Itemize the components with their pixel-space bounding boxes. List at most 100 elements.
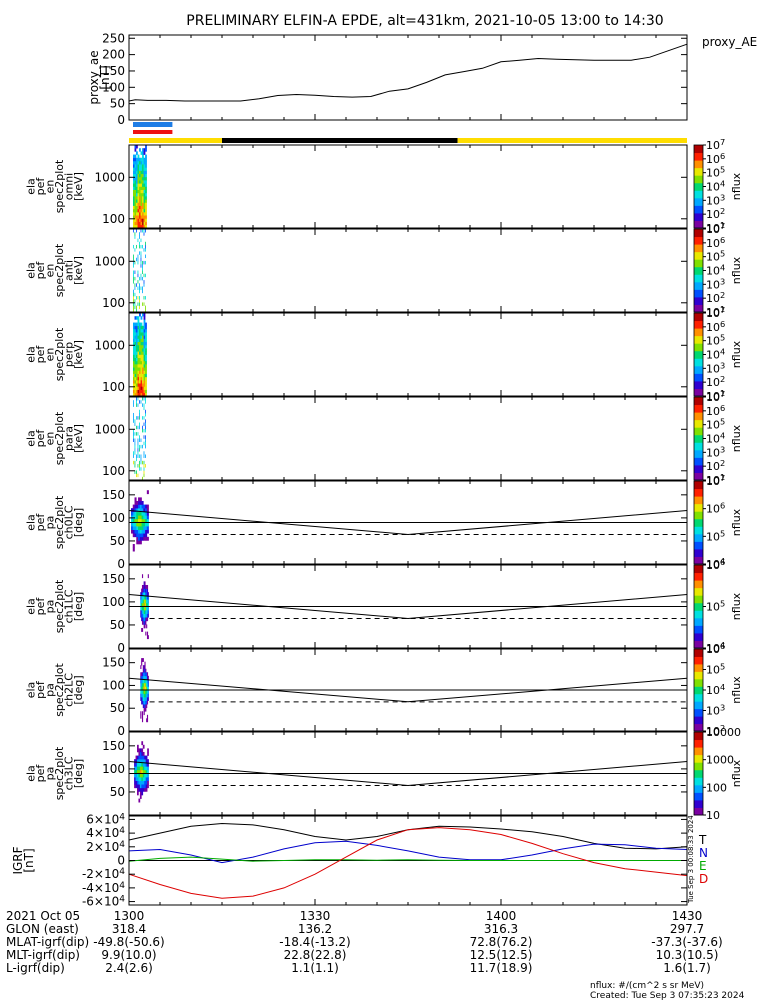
spec-omni-cell (137, 176, 140, 181)
spec-para-colorbar-swatch (694, 397, 703, 406)
pa-ch2-colorbar-swatch (694, 723, 703, 732)
pa-ch2-cell (142, 704, 144, 709)
spec-perp-cell (136, 373, 138, 378)
pa-ch0-pa-spectrogram (131, 490, 149, 552)
pa-ch0-cell (139, 515, 142, 520)
pa-ch3-cell (145, 787, 148, 792)
pa-ch3-cell (138, 766, 141, 771)
pa-ch0-cell (146, 529, 149, 534)
pa-ch2-cell (145, 693, 147, 698)
spec-para-cell (137, 444, 139, 449)
pa-ch1-cell (141, 595, 144, 600)
pa-ch2-colorbar-swatch (694, 671, 703, 680)
pa-ch3-cell (139, 780, 142, 785)
pa-ch1-cell (141, 592, 144, 597)
pa-ch3-cell (138, 755, 141, 760)
pa-ch2-cell (141, 686, 144, 691)
spec-omni-colorbar-tick-label: 106 (706, 151, 725, 166)
pa-ch3-cell (137, 784, 139, 789)
spec-perp-cell (140, 376, 143, 381)
spec-para-cell (140, 438, 142, 442)
pa-ch0-cell (132, 544, 135, 548)
spec-omni-cell (134, 192, 137, 197)
pa-ch1-cell (142, 606, 144, 611)
spec-omni-cell (134, 215, 137, 219)
spec-para-cell (139, 467, 140, 471)
pa-ch0-cell (141, 533, 144, 538)
spec-para-cell (134, 438, 136, 442)
pa-ch2-cell (144, 707, 146, 712)
spec-para-cell (134, 464, 136, 468)
spec-omni-cell (136, 186, 138, 190)
pa-ch3-cell (137, 791, 139, 796)
spec-anti-cell (145, 260, 146, 265)
xaxis-row-value: 11.7(18.9) (470, 961, 533, 975)
pa-ch3-cell (142, 755, 145, 760)
pa-ch2-colorbar-swatch (694, 649, 703, 657)
spec-omni-cell (145, 148, 147, 152)
pa-ch0-cell (141, 529, 144, 534)
pa-ch0-cell (145, 515, 148, 520)
pa-ch0-cell (132, 533, 135, 538)
spec-perp-cell (140, 325, 143, 330)
pa-ch2-cell (141, 675, 143, 680)
spec-perp-cell (143, 313, 146, 317)
spec-omni-colorbar-swatch (694, 212, 703, 221)
spec-omni-cell (134, 224, 137, 229)
spec-perp-cell (140, 360, 143, 365)
pa-ch2-cell (145, 697, 147, 701)
spec-perp-ylabel-line: ela (24, 346, 37, 363)
spec-anti-cell (145, 241, 146, 246)
spec-para-colorbar-swatch (694, 404, 703, 413)
pa-ch1-cell (141, 599, 144, 604)
pa-ch2-cell (146, 679, 148, 684)
spec-anti-cell (134, 276, 136, 281)
spec-perp-cell (143, 364, 146, 368)
pa-ch2-cell (146, 675, 148, 680)
pa-ch2-colorbar-label: nflux (730, 676, 743, 704)
spec-omni-cell (136, 212, 138, 216)
spec-perp-cell (137, 351, 140, 355)
spec-para-cell (137, 438, 139, 442)
pa-ch3-cell (137, 769, 139, 774)
pa-ch0-cell (143, 511, 146, 516)
pa-ch0-ylabel-line: pef (34, 513, 47, 532)
spec-perp-cell (142, 344, 144, 349)
pa-ch2-ylabel-line: spec2plot (53, 663, 66, 717)
pa-ch0-colorbar-tick-label: 104 (706, 556, 725, 571)
spec-anti-cell (134, 299, 136, 303)
pa-ch1-cell (147, 592, 149, 597)
spec-omni-cell (145, 221, 147, 226)
pa-ch0-cell (138, 540, 141, 545)
spec-perp-cell (143, 332, 146, 336)
spec-omni-cell (142, 173, 144, 178)
spec-para-cell (142, 444, 143, 449)
spec-anti-cell (134, 305, 136, 310)
spec-anti-cell (133, 273, 134, 278)
pa-ch1-cell (144, 620, 146, 625)
spec-anti-cell (133, 299, 134, 303)
spec-omni-cell (140, 189, 143, 194)
spec-perp-colorbar-tick-label: 101 (706, 388, 725, 403)
spec-para-cell (139, 412, 140, 417)
spec-para-cell (133, 419, 134, 423)
pa-ch2-cell (140, 679, 142, 684)
spec-perp-cell (134, 344, 137, 349)
spec-anti-cell (140, 276, 142, 281)
pa-ch1-cell (141, 620, 144, 625)
spec-para-cell (142, 416, 143, 420)
spec-perp-cell (142, 354, 144, 358)
pa-ch3-cell (141, 755, 144, 760)
spec-perp-cell (137, 335, 140, 339)
spec-omni-cell (136, 218, 138, 222)
spec-anti-cell (145, 244, 146, 249)
spec-perp-cell (136, 392, 138, 397)
spec-omni-cell (137, 157, 140, 162)
pa-ch3-cell (138, 748, 141, 753)
spec-para-cell (136, 432, 137, 436)
spec-omni-cell (137, 212, 140, 216)
spec-omni-cell (145, 205, 147, 210)
igrf-legend-e: E (699, 859, 707, 873)
spec-perp-cell (145, 386, 147, 390)
